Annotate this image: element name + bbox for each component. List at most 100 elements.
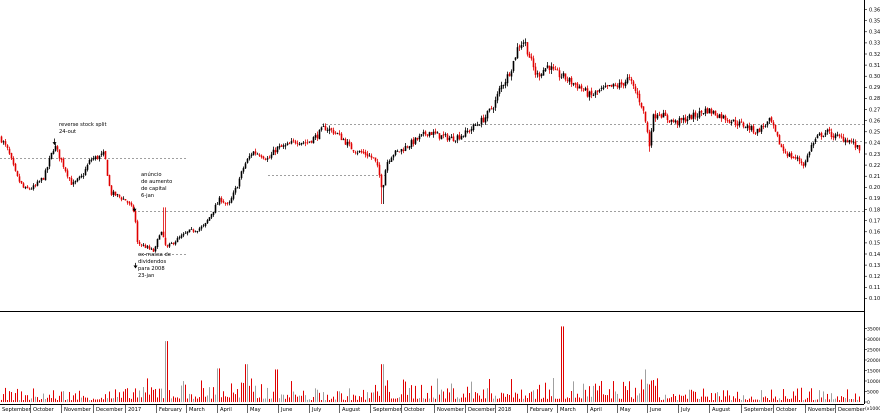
volume-bar	[603, 394, 604, 402]
candle-body	[580, 85, 583, 89]
candle-body	[630, 78, 633, 81]
volume-bar	[517, 393, 518, 402]
price-tick-label: 0.13	[869, 263, 880, 269]
candle-body	[244, 163, 247, 169]
candle-body	[54, 145, 57, 151]
volume-bar	[273, 391, 274, 402]
volume-bar	[571, 390, 572, 402]
volume-bar	[29, 399, 30, 402]
candle-body	[312, 137, 315, 144]
candle-body	[368, 155, 371, 157]
time-tick-label: December	[468, 407, 496, 413]
volume-bars	[1, 326, 860, 402]
volume-bar	[827, 393, 828, 402]
candle-body	[694, 112, 697, 117]
volume-bar	[501, 392, 502, 402]
time-tick-label: August	[712, 407, 730, 413]
candle-body	[826, 129, 829, 133]
candle-body	[636, 91, 639, 95]
volume-bar	[737, 391, 738, 402]
volume-bar	[409, 387, 410, 402]
candle-body	[640, 102, 643, 108]
candle-body	[770, 117, 773, 122]
candle-body	[442, 134, 445, 136]
volume-bar	[399, 397, 400, 402]
volume-bar	[113, 398, 114, 402]
candle-body	[146, 246, 149, 248]
candle-body	[28, 188, 31, 190]
volume-bar	[85, 397, 86, 402]
candle-body	[46, 167, 49, 171]
volume-bar	[25, 395, 26, 402]
candle-body	[480, 117, 483, 125]
volume-bar	[641, 379, 642, 402]
candle-body	[426, 134, 429, 136]
volume-bar	[303, 390, 304, 402]
candle-body	[814, 139, 817, 143]
volume-bar	[169, 390, 170, 402]
volume-bar	[859, 396, 860, 402]
candle-body	[240, 171, 243, 179]
volume-bar	[479, 395, 480, 402]
candle-body	[822, 135, 825, 137]
candle-body	[182, 233, 185, 236]
volume-bar	[153, 389, 154, 402]
annotation-text: 23-jan	[138, 273, 154, 279]
volume-bar	[15, 393, 16, 402]
volume-bar	[189, 393, 190, 402]
candle-body	[222, 201, 225, 203]
annotation-text: de capital	[141, 186, 167, 192]
volume-bar	[597, 390, 598, 402]
candle-body	[832, 136, 835, 138]
candle-body	[518, 46, 521, 48]
volume-bar	[171, 398, 172, 402]
volume-bar	[221, 397, 222, 402]
candle-body	[824, 132, 827, 136]
candle-body	[712, 111, 715, 114]
volume-bar	[391, 398, 392, 402]
volume-bar	[265, 398, 266, 402]
candle-body	[354, 151, 357, 153]
candle-body	[634, 86, 637, 91]
candle-body	[42, 178, 45, 180]
candle-body	[850, 140, 853, 142]
candle-body	[746, 125, 749, 129]
candle-body	[350, 143, 353, 150]
candle-body	[472, 124, 475, 131]
candle-body	[174, 241, 177, 245]
volume-bar	[253, 391, 254, 402]
time-tick-label: October	[33, 407, 55, 413]
candle-body	[326, 130, 329, 131]
volume-bar	[831, 393, 832, 402]
volume-bar	[791, 398, 792, 402]
candle-body	[308, 141, 311, 143]
price-tick-label: 0.33	[869, 41, 880, 47]
candle-body	[286, 143, 289, 145]
candle-body	[158, 235, 161, 240]
candle-body	[574, 82, 577, 85]
candle-body	[70, 178, 73, 185]
candle-body	[470, 129, 473, 131]
volume-bar	[249, 385, 250, 402]
volume-bar	[173, 396, 174, 402]
price-tick-label: 0.25	[869, 130, 880, 136]
volume-bar	[691, 389, 692, 402]
candle-body	[36, 181, 39, 186]
candle-body	[252, 151, 255, 156]
volume-bar	[819, 390, 820, 402]
volume-bar	[197, 398, 198, 402]
candle-body	[238, 178, 241, 187]
candle-body	[592, 95, 595, 96]
time-tick-label: September	[744, 407, 774, 413]
candle-body	[714, 110, 717, 116]
volume-bar	[605, 395, 606, 402]
candle-body	[464, 130, 467, 137]
time-tick-label: April	[590, 407, 602, 413]
candle-body	[294, 141, 297, 144]
volume-bar	[649, 384, 650, 402]
candle-body	[420, 134, 423, 136]
volume-bar	[315, 388, 316, 402]
candle-body	[790, 153, 793, 159]
volume-bar	[5, 387, 6, 402]
volume-bar	[1, 399, 2, 402]
